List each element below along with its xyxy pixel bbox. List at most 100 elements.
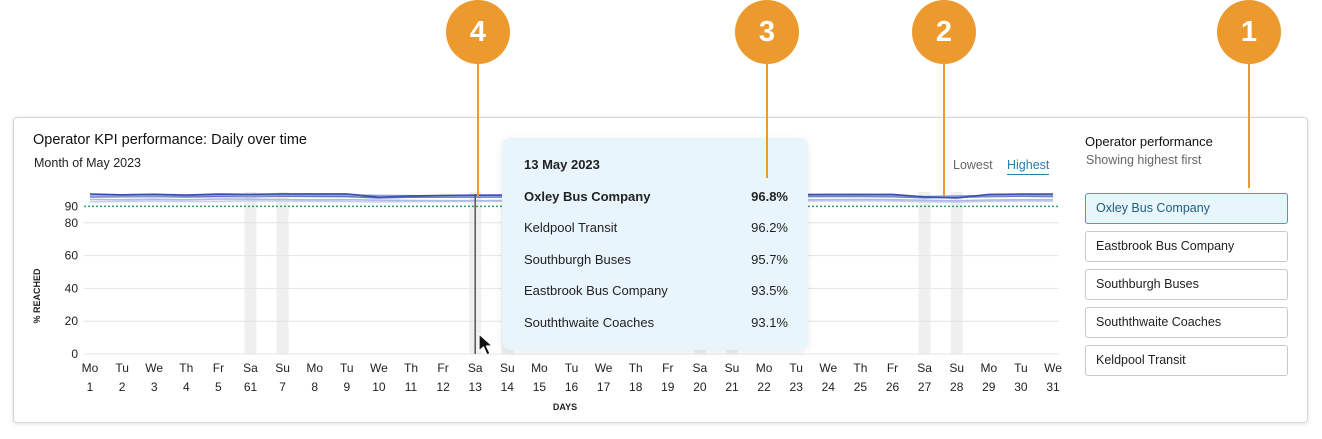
operator-panel-subtitle: Showing highest first [1086, 153, 1202, 167]
operator-button-oxley[interactable]: Oxley Bus Company [1085, 193, 1288, 224]
x-tick-day: 29 [982, 380, 996, 394]
x-tick-weekday: Sa [468, 361, 483, 375]
x-tick-weekday: Tu [340, 361, 354, 375]
operator-button-eastbrook[interactable]: Eastbrook Bus Company [1085, 231, 1288, 262]
x-tick-weekday: We [145, 361, 163, 375]
callout-marker-1: 1 [1217, 0, 1281, 64]
mouse-pointer-icon [478, 333, 494, 356]
x-tick-weekday: Fr [437, 361, 448, 375]
x-tick-weekday: Su [725, 361, 740, 375]
x-tick-day: 5 [215, 380, 222, 394]
x-axis-label: DAYS [553, 402, 577, 412]
x-tick-day: 15 [533, 380, 547, 394]
tooltip-operator-value: 93.5% [751, 283, 788, 298]
weekend-band [276, 192, 289, 354]
x-tick-weekday: Tu [565, 361, 579, 375]
x-tick-weekday: Tu [115, 361, 129, 375]
x-tick-day: 17 [597, 380, 611, 394]
x-tick-day: 30 [1014, 380, 1028, 394]
tooltip-operator-value: 95.7% [751, 252, 788, 267]
weekend-band [950, 192, 963, 354]
callout-marker-4: 4 [446, 0, 510, 64]
x-tick-day: 3 [151, 380, 158, 394]
x-tick-weekday: Sa [917, 361, 932, 375]
x-tick-weekday: Sa [693, 361, 708, 375]
x-tick-day: 26 [886, 380, 900, 394]
x-tick-day: 14 [501, 380, 515, 394]
x-tick-day: 4 [183, 380, 190, 394]
x-tick-day: 11 [405, 380, 418, 394]
x-tick-day: 21 [725, 380, 739, 394]
y-tick-label: 40 [65, 281, 79, 295]
operator-panel-title: Operator performance [1085, 134, 1213, 149]
x-tick-day: 19 [661, 380, 675, 394]
x-tick-weekday: Fr [887, 361, 898, 375]
x-tick-day: 61 [244, 380, 258, 394]
callout-marker-3: 3 [735, 0, 799, 64]
chart-subtitle: Month of May 2023 [34, 156, 142, 170]
x-tick-weekday: Tu [1014, 361, 1028, 375]
x-tick-weekday: Mo [531, 361, 548, 375]
y-tick-label: 90 [65, 199, 79, 213]
x-tick-day: 22 [757, 380, 771, 394]
x-tick-day: 1 [87, 380, 94, 394]
x-tick-day: 8 [311, 380, 318, 394]
sort-lowest-toggle[interactable]: Lowest [953, 158, 993, 172]
y-tick-label: 20 [65, 314, 79, 328]
y-axis-label: % REACHED [32, 268, 42, 324]
x-tick-day: 25 [854, 380, 868, 394]
weekend-band [918, 192, 931, 354]
x-tick-weekday: Fr [662, 361, 673, 375]
operator-button-southburgh[interactable]: Southburgh Buses [1085, 269, 1288, 300]
x-tick-day: 13 [469, 380, 483, 394]
x-tick-weekday: We [1044, 361, 1062, 375]
x-tick-weekday: We [370, 361, 388, 375]
x-tick-weekday: Fr [213, 361, 224, 375]
x-tick-day: 16 [565, 380, 579, 394]
x-tick-weekday: We [595, 361, 613, 375]
x-tick-day: 31 [1046, 380, 1060, 394]
x-tick-day: 7 [279, 380, 286, 394]
x-tick-weekday: Mo [980, 361, 997, 375]
hover-tooltip: 13 May 2023 Oxley Bus Company 96.8% Keld… [502, 138, 808, 350]
x-tick-day: 2 [119, 380, 126, 394]
weekend-band [244, 192, 257, 354]
tooltip-operator-value: 93.1% [751, 315, 788, 330]
x-tick-weekday: Th [629, 361, 643, 375]
chart-title: Operator KPI performance: Daily over tim… [33, 132, 307, 148]
x-tick-day: 12 [436, 380, 450, 394]
x-tick-day: 23 [790, 380, 804, 394]
tooltip-operator-name: Oxley Bus Company [524, 189, 651, 204]
tooltip-operator-name: Eastbrook Bus Company [524, 283, 668, 298]
x-tick-weekday: Tu [789, 361, 803, 375]
sort-highest-toggle[interactable]: Highest [1007, 158, 1050, 175]
x-tick-weekday: Mo [306, 361, 323, 375]
x-tick-weekday: Mo [82, 361, 99, 375]
x-tick-weekday: Sa [243, 361, 258, 375]
tooltip-operator-value: 96.2% [751, 220, 788, 235]
y-tick-label: 80 [65, 216, 79, 230]
operator-button-keldpool[interactable]: Keldpool Transit [1085, 345, 1288, 376]
x-tick-day: 10 [372, 380, 386, 394]
tooltip-operator-value: 96.8% [751, 189, 788, 204]
x-tick-day: 27 [918, 380, 932, 394]
x-tick-day: 28 [950, 380, 964, 394]
tooltip-operator-name: Keldpool Transit [524, 220, 618, 235]
x-tick-weekday: Th [179, 361, 193, 375]
x-tick-day: 9 [343, 380, 350, 394]
y-tick-label: 0 [71, 347, 78, 361]
x-tick-weekday: Mo [756, 361, 773, 375]
x-tick-weekday: Su [275, 361, 290, 375]
tooltip-operator-name: Souththwaite Coaches [524, 315, 655, 330]
x-tick-weekday: Th [404, 361, 418, 375]
x-tick-weekday: Su [949, 361, 964, 375]
tooltip-date: 13 May 2023 [524, 157, 600, 172]
operator-button-souththwaite[interactable]: Souththwaite Coaches [1085, 307, 1288, 338]
x-tick-weekday: We [819, 361, 837, 375]
callout-marker-2: 2 [912, 0, 976, 64]
x-tick-day: 20 [693, 380, 707, 394]
tooltip-operator-name: Southburgh Buses [524, 252, 631, 267]
x-tick-weekday: Su [500, 361, 515, 375]
y-tick-label: 60 [65, 249, 79, 263]
